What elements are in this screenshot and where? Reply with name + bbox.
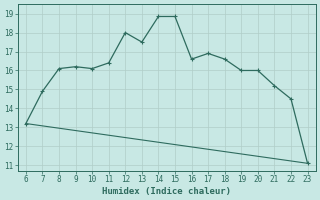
X-axis label: Humidex (Indice chaleur): Humidex (Indice chaleur) [102, 187, 231, 196]
